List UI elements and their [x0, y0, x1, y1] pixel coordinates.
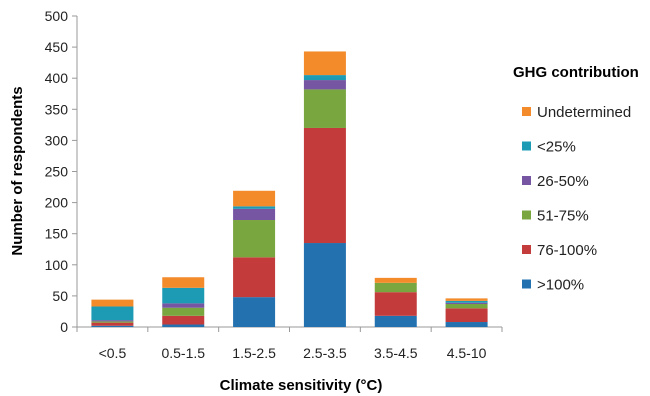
y-tick-label: 350 — [45, 101, 69, 117]
bar-segment — [303, 243, 346, 327]
legend-swatch — [522, 245, 531, 254]
y-tick-label: 450 — [45, 39, 69, 55]
bar-segment — [162, 324, 205, 327]
y-tick-label: 300 — [45, 132, 69, 148]
bar-segment — [233, 208, 276, 221]
bar-segment — [445, 300, 488, 303]
bar-segment — [162, 287, 205, 304]
x-tick-label: 3.5-4.5 — [374, 345, 418, 361]
bar-segment — [445, 322, 488, 327]
x-tick-label: 0.5-1.5 — [161, 345, 205, 361]
bar-segment — [445, 298, 488, 301]
bar-segment — [374, 315, 417, 327]
x-tick-label: 2.5-3.5 — [303, 345, 347, 361]
x-axis-title: Climate sensitivity (°C) — [220, 377, 383, 394]
bar-segment — [445, 308, 488, 323]
y-axis-title: Number of respondents — [9, 86, 26, 255]
legend-label: 51-75% — [537, 208, 589, 225]
y-tick-labels: 0 50 100 150 200 250 300 350 400 450 500 — [45, 8, 69, 335]
bar-segment — [303, 89, 346, 128]
x-tick-label: 4.5-10 — [447, 345, 487, 361]
legend-swatch — [522, 176, 531, 185]
y-tick-label: 0 — [60, 319, 68, 335]
legend-swatch — [522, 141, 531, 151]
bar-segment — [374, 277, 417, 283]
bar-segment — [303, 75, 346, 81]
y-tick-label: 150 — [45, 226, 69, 242]
bar-segment — [162, 315, 205, 325]
bar-segment — [233, 220, 276, 258]
bar-segment — [303, 80, 346, 90]
bar-segment — [374, 282, 417, 293]
x-tick-label: 1.5-2.5 — [232, 345, 276, 361]
x-tick-label: <0.5 — [99, 345, 127, 361]
bar-segment — [91, 321, 134, 323]
y-tick-label: 100 — [45, 257, 69, 273]
legend-label: Undetermined — [537, 104, 631, 121]
y-tick-label: 200 — [45, 195, 69, 211]
bar-segment — [233, 190, 276, 207]
bar-segment — [91, 320, 134, 322]
bar-segment — [303, 51, 346, 76]
legend-label: 76-100% — [537, 242, 597, 259]
legend-title: GHG contribution — [513, 64, 639, 81]
bar-segment — [162, 277, 205, 288]
bar-segment — [162, 303, 205, 308]
bar-stacks — [91, 51, 488, 327]
y-tick-label: 50 — [52, 288, 68, 304]
legend-swatch — [522, 210, 531, 220]
bar-segment — [303, 127, 346, 244]
bar-segment — [91, 325, 134, 327]
bar-segment — [445, 303, 488, 309]
plot-axes — [72, 15, 503, 332]
bar-segment — [445, 302, 488, 304]
bar-segment — [233, 206, 276, 209]
legend-swatch — [522, 279, 531, 289]
legend-label: 26-50% — [537, 173, 589, 190]
bar-segment — [91, 322, 134, 326]
bar-segment — [162, 307, 205, 316]
legend: GHG contribution Undetermined <25% 26-50% 5… — [513, 64, 639, 294]
legend-label: <25% — [537, 139, 576, 156]
bar-segment — [91, 299, 134, 307]
y-tick-label: 500 — [45, 8, 69, 24]
legend-label: >100% — [537, 277, 584, 294]
x-tick-labels: <0.5 0.5-1.5 1.5-2.5 2.5-3.5 3.5-4.5 4.5-10 — [99, 345, 487, 361]
y-tick-label: 250 — [45, 164, 69, 180]
bar-segment — [374, 292, 417, 316]
bar-segment — [233, 257, 276, 298]
legend-swatch — [522, 107, 531, 116]
bar-segment — [91, 306, 134, 321]
bar-segment — [233, 297, 276, 327]
y-tick-label: 400 — [45, 70, 69, 86]
